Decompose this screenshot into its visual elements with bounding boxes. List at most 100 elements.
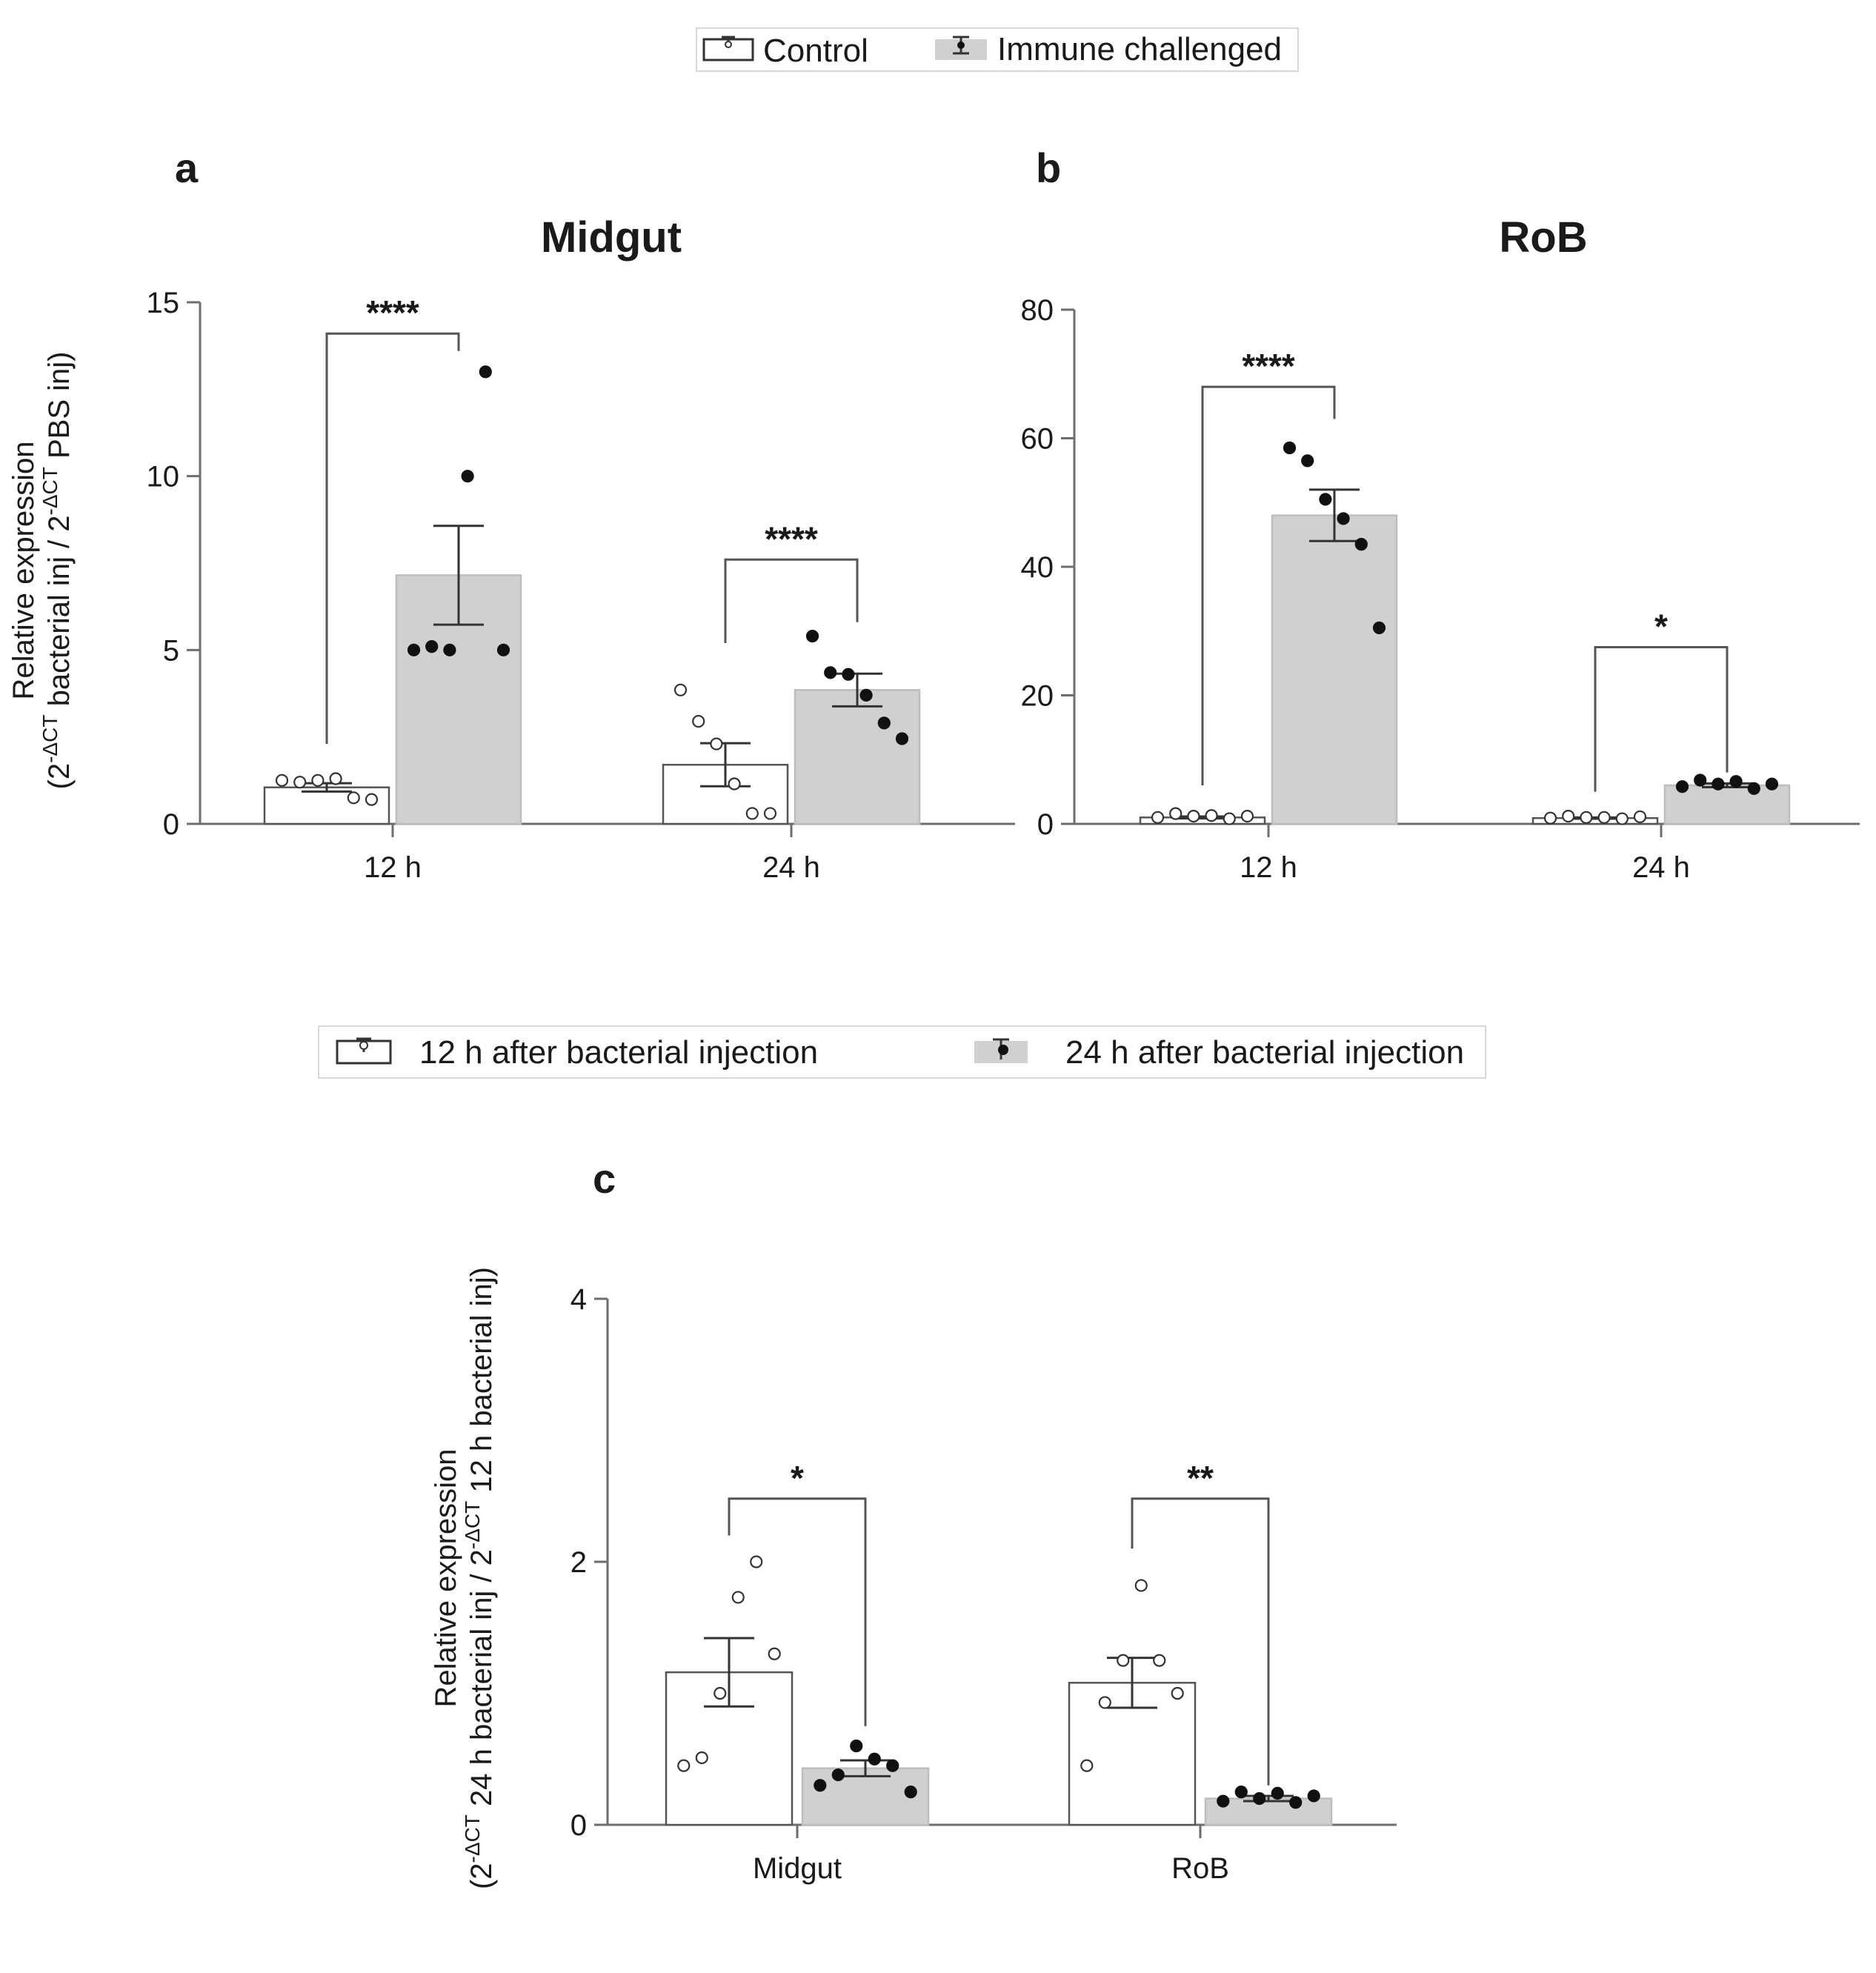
panel-b-ytick-label: 20 — [1021, 680, 1054, 713]
panel-b-ytick-label: 40 — [1021, 551, 1054, 584]
panel-a-data-point — [275, 773, 289, 787]
panel-c-ytick-label: 4 — [571, 1283, 587, 1316]
legend-bottom-control-swatch — [336, 1037, 392, 1065]
panel-c-data-point — [1271, 1786, 1284, 1800]
panel-a-data-point — [407, 643, 421, 656]
panel-c-data-point — [868, 1752, 881, 1766]
panel-a-ytick-label: 10 — [147, 461, 180, 493]
panel-a-data-point — [859, 688, 873, 702]
panel-c-letter: c — [593, 1155, 616, 1202]
panel-c-data-point — [850, 1739, 863, 1753]
panel-a-data-point — [692, 714, 705, 728]
panel-a-data-point — [673, 683, 688, 696]
panel-c-data-point — [750, 1555, 763, 1568]
panel-a-ytick-label: 15 — [147, 287, 180, 319]
legend-top-label-treated: Immune challenged — [997, 31, 1282, 67]
panel-a-data-point — [443, 643, 456, 656]
legend-top-treated-swatch — [935, 36, 987, 60]
panel-c-data-point — [695, 1751, 708, 1765]
panel-b-plot: 0 20 40 60 80 12 h **** 24 h * — [1021, 294, 1860, 884]
panel-c-data-point — [714, 1686, 727, 1700]
panel-b-data-point — [1633, 810, 1647, 824]
panel-b-data-point — [1283, 441, 1297, 455]
panel-b-data-point — [1597, 811, 1611, 824]
panel-a-title: Midgut — [541, 213, 682, 262]
panel-a-data-point — [479, 365, 492, 379]
panel-c-xtick-label: Midgut — [753, 1852, 842, 1885]
panel-a-data-point — [496, 643, 510, 656]
panel-a-data-point — [347, 791, 360, 805]
panel-c-sig-bracket — [728, 1497, 867, 1726]
panel-b-data-point — [1675, 780, 1689, 793]
panel-a-data-point — [842, 668, 855, 681]
panel-b-data-point — [1615, 812, 1629, 825]
panel-b-sig-label: **** — [1242, 347, 1295, 385]
legend-bottom-label-treated: 24 h after bacterial injection — [1065, 1034, 1464, 1071]
panel-c-data-point — [1234, 1786, 1248, 1799]
panel-b-letter: b — [1036, 144, 1061, 191]
panel-c-data-point — [768, 1647, 781, 1660]
panel-b-xtick-label: 24 h — [1632, 851, 1690, 884]
panel-c-ytick-label: 2 — [571, 1546, 587, 1579]
panel-c-data-point — [1171, 1686, 1184, 1700]
panel-c-data-point — [1289, 1796, 1303, 1809]
panel-b-data-point — [1187, 809, 1200, 823]
panel-b-xtick-label: 12 h — [1240, 851, 1297, 884]
legend-top: Control Immune challenged — [696, 27, 1299, 72]
panel-b-data-point — [1240, 809, 1254, 823]
panel-a-data-point — [895, 732, 909, 745]
ylabel-c-line2: (2-ΔCT 24 h bacterial inj / 2-ΔCT 12 h b… — [461, 1267, 498, 1889]
legend-top-control-swatch — [702, 36, 754, 61]
panel-a-xtick-label: 24 h — [762, 851, 820, 884]
panel-c-data-point — [1080, 1759, 1094, 1772]
panel-b-sig-bracket — [1594, 645, 1729, 792]
panel-b-data-point — [1151, 811, 1165, 824]
legend-top-label-control: Control — [763, 33, 868, 69]
panel-b-data-point — [1765, 777, 1779, 791]
panel-c-data-point — [1307, 1789, 1320, 1803]
legend-bottom-frame — [318, 1025, 1486, 1079]
panel-a-sig-label: **** — [765, 519, 818, 558]
panel-a: a Midgut 0 5 10 15 12 h **** 24 h **** Relative… — [7, 144, 1015, 884]
panel-c-data-point — [1117, 1654, 1130, 1667]
panel-a-data-point — [745, 807, 759, 820]
panel-b-title: RoB — [1499, 213, 1587, 262]
panel-a-ytick-label: 0 — [163, 808, 179, 841]
panel-a-data-point — [710, 737, 723, 751]
panel-b-ytick-label: 80 — [1021, 294, 1054, 327]
legend-top-frame — [696, 27, 1299, 72]
panel-a-bar-treated — [794, 689, 921, 825]
ylabel-line2: (2-ΔCT bacterial inj / 2-ΔCT PBS inj) — [39, 352, 76, 790]
panel-a-data-point — [728, 777, 741, 791]
panel-a-data-point — [365, 793, 379, 806]
panel-c-data-point — [1134, 1579, 1148, 1592]
panel-ab-ylabel: Relative expression (2-ΔCT bacterial inj… — [7, 352, 76, 790]
panel-b-data-point — [1562, 809, 1575, 823]
panel-c-data-point — [831, 1768, 845, 1782]
panel-b-ytick-label: 0 — [1037, 808, 1054, 841]
panel-b: b RoB 0 20 40 60 80 12 h **** 24 h * — [1021, 144, 1860, 884]
panel-b-data-point — [1223, 812, 1236, 825]
panel-b-data-point — [1580, 811, 1593, 824]
panel-c-data-point — [814, 1779, 827, 1792]
panel-a-ytick-label: 5 — [163, 634, 179, 667]
panel-b-sig-label: * — [1654, 607, 1668, 645]
panel-b-data-point — [1169, 807, 1183, 820]
panel-c-ytick-label: 0 — [571, 1809, 587, 1842]
panel-b-sig-bracket — [1201, 385, 1336, 785]
ylabel-line1: Relative expression — [7, 441, 40, 699]
panel-a-plot: 0 5 10 15 12 h **** 24 h **** — [147, 287, 1015, 884]
panel-b-ytick-label: 60 — [1021, 423, 1054, 456]
panel-a-sig-label: **** — [366, 293, 419, 332]
panel-a-data-point — [805, 629, 819, 643]
ylabel-c-line1: Relative expression — [430, 1448, 462, 1707]
panel-a-sig-bracket — [325, 332, 460, 745]
panel-c-data-point — [904, 1786, 917, 1799]
panel-b-data-point — [1729, 775, 1743, 788]
panel-b-data-point — [1372, 621, 1386, 635]
panel-a-data-point — [425, 640, 439, 653]
panel-c-data-point — [731, 1591, 745, 1604]
panel-c-data-point — [1153, 1654, 1166, 1667]
panel-a-xtick-label: 12 h — [364, 851, 422, 884]
